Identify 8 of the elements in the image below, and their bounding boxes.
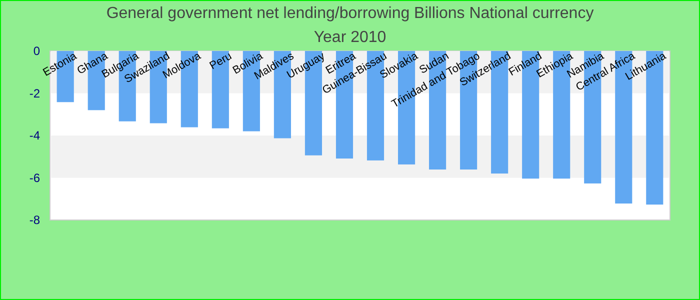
y-tick-label: 0 — [33, 44, 40, 58]
chart-subtitle: Year 2010 — [314, 29, 386, 46]
y-tick-label: -6 — [29, 170, 40, 185]
y-tick-label: -2 — [29, 86, 40, 100]
x-tick-label: Peru — [208, 50, 234, 72]
y-tick-label: -8 — [29, 213, 40, 228]
chart-title: General government net lending/borrowing Billions National currency — [106, 5, 594, 22]
y-tick-label: -4 — [29, 128, 40, 143]
